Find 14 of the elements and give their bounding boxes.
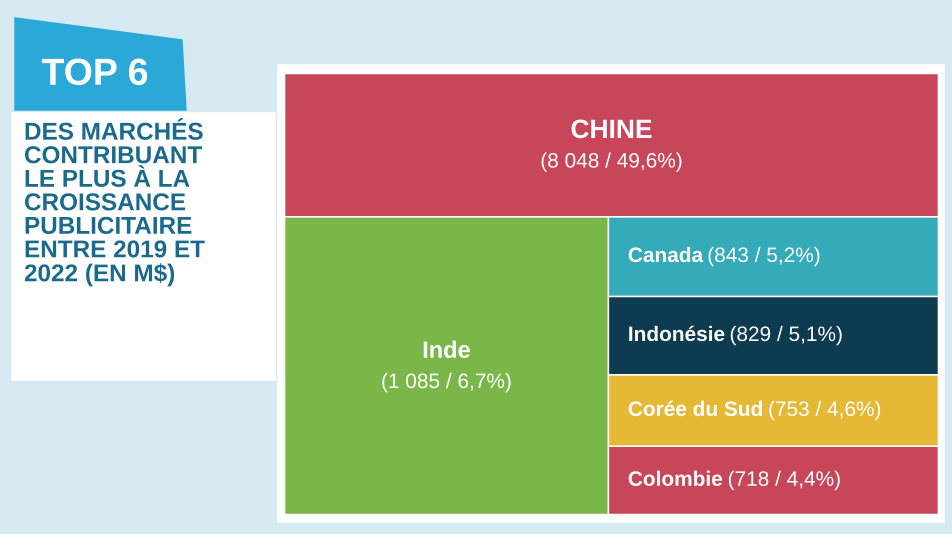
category-label: Inde — [424, 340, 470, 358]
data-label: (8 048 / 49,6%) — [542, 152, 682, 172]
text: DES MARCHÉS CONTRIBUANT LE PLUS À LA CROISSANCE PUBLICITAIRE ENTRE 2019 ET 2022 (EN M$) — [24, 118, 205, 286]
category-label: Colombie — [628, 470, 722, 486]
data-label: (1 085 / 6,7%) — [382, 372, 511, 392]
category-label: Canada — [628, 246, 704, 262]
data-label: (829 / 5,1%) — [730, 326, 842, 346]
category-label: Indonésie — [629, 326, 724, 342]
category-label: Corée du Sud — [628, 400, 762, 416]
data-label: (718 / 4,4%) — [728, 470, 840, 490]
data-label: (843 / 5,2%) — [708, 246, 820, 266]
text: TOP 6 — [42, 58, 148, 86]
data-label: (753 / 4,6%) — [769, 400, 880, 420]
category-label: CHINE — [572, 120, 652, 138]
